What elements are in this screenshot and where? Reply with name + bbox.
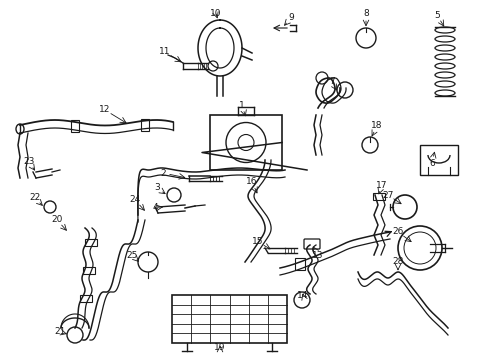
Text: 2: 2 [160, 168, 165, 177]
Bar [141, 119, 149, 131]
Bar [209, 115, 282, 170]
Text: 25: 25 [126, 251, 138, 260]
Text: 22: 22 [29, 194, 41, 202]
Text: 6: 6 [428, 158, 434, 167]
Text: 13: 13 [312, 251, 323, 260]
Text: 18: 18 [370, 122, 382, 130]
Text: 28: 28 [391, 257, 403, 266]
Bar [172, 295, 286, 343]
Text: 7: 7 [328, 77, 334, 86]
Text: 1: 1 [239, 100, 244, 109]
Text: 19: 19 [214, 343, 225, 352]
Bar [80, 295, 92, 302]
Text: 23: 23 [23, 158, 35, 166]
Text: 15: 15 [252, 238, 263, 247]
Text: 11: 11 [159, 48, 170, 57]
Text: 3: 3 [154, 184, 160, 193]
Bar [82, 267, 95, 274]
Text: 26: 26 [391, 228, 403, 237]
Text: 5: 5 [433, 10, 439, 19]
Text: 27: 27 [382, 190, 393, 199]
Text: 21: 21 [54, 328, 65, 337]
Text: 4: 4 [152, 203, 158, 212]
Bar [294, 258, 305, 270]
Text: 16: 16 [246, 177, 257, 186]
Text: 20: 20 [51, 216, 62, 225]
Text: 9: 9 [287, 13, 293, 22]
Bar [85, 239, 97, 246]
Text: 12: 12 [99, 105, 110, 114]
Bar [372, 193, 384, 200]
Text: 8: 8 [363, 9, 368, 18]
Text: 10: 10 [210, 9, 221, 18]
Text: 24: 24 [129, 195, 141, 204]
Bar [71, 120, 79, 132]
Text: 17: 17 [375, 180, 387, 189]
Bar [419, 145, 457, 175]
Text: 14: 14 [297, 291, 308, 300]
